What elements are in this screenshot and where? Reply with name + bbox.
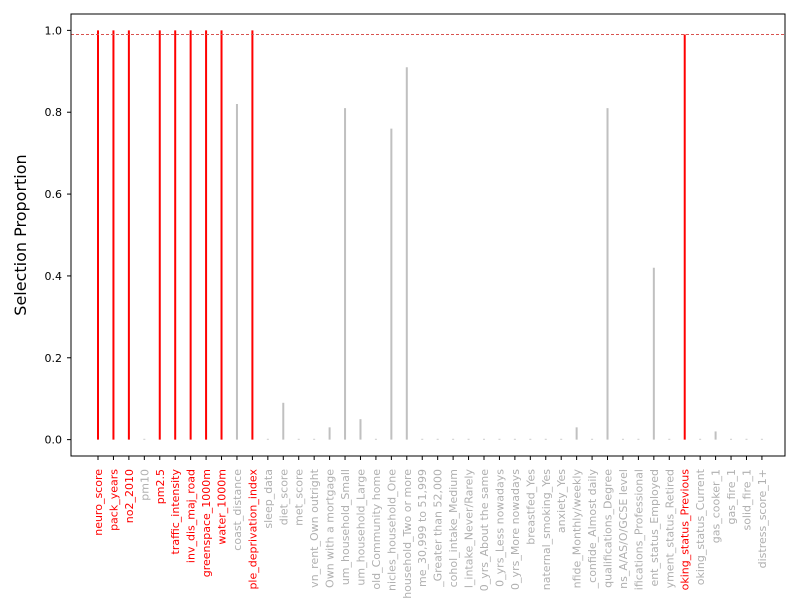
x-tick-label-11: sleep_data (262, 469, 275, 529)
x-tick-label-32: _confide_Almost daily (586, 469, 599, 590)
x-tick-label-18: old_Community home (370, 469, 383, 590)
x-tick-label-42: solid_fire_1 (740, 469, 753, 531)
y-tick-label-5: 1.0 (45, 24, 63, 37)
x-tick-label-29: naternal_smoking_Yes (540, 469, 553, 590)
x-tick-label-22: _Greater than 52,000 (432, 469, 445, 588)
x-tick-label-28: breastfed_Yes (524, 469, 537, 545)
y-tick-label-3: 0.6 (45, 188, 63, 201)
x-tick-label-40: gas_cooker_1 (710, 469, 723, 543)
y-tick-label-0: 0.0 (45, 434, 63, 447)
x-tick-label-20: household_Two or more (401, 469, 414, 599)
x-tick-label-36: ent_status_Employed (648, 469, 661, 587)
x-tick-label-13: met_score (293, 469, 306, 526)
x-tick-label-5: traffic_intensity (169, 469, 182, 555)
plot-frame (70, 13, 786, 457)
x-tick-label-8: water_1000m (216, 469, 229, 545)
x-tick-label-2: no2_2010 (123, 469, 136, 523)
x-tick-label-37: yment_status_Retired (663, 469, 676, 588)
y-axis-title: Selection Proportion (11, 154, 30, 315)
x-tick-label-16: um_household_Small (339, 469, 352, 585)
x-tick-label-14: vn_rent_Own outright (308, 468, 321, 587)
x-tick-label-31: nfide_Monthly/weekly (571, 469, 584, 589)
x-tick-label-4: pm2.5 (154, 469, 167, 504)
x-tick-label-38: oking_status_Previous (679, 469, 692, 591)
y-tick-label-1: 0.2 (45, 352, 63, 365)
x-tick-label-30: anxiety_Yes (555, 469, 568, 533)
x-tick-label-19: nicles_household_One (385, 469, 398, 591)
x-tick-label-23: cohol_intake_Medium (447, 469, 460, 587)
x-tick-label-33: qualifications_Degree (602, 469, 615, 588)
x-tick-label-43: distress_score_1+ (756, 469, 769, 568)
x-tick-label-17: um_household_Large (354, 469, 367, 586)
x-tick-label-10: ple_deprivation_index (246, 469, 259, 590)
x-tick-label-3: pm10 (138, 469, 151, 501)
x-tick-label-6: inv_dis_maj_road (185, 469, 198, 563)
x-tick-label-26: 0_yrs_Less nowadays (493, 469, 506, 587)
y-tick-label-2: 0.4 (45, 270, 63, 283)
x-tick-label-34: ns_A/AS/O/GCSE level (617, 469, 630, 589)
x-tick-label-35: ifications_Professional (632, 469, 645, 590)
x-tick-label-0: neuro_score (92, 469, 105, 536)
x-tick-label-7: greenspace_1000m (200, 469, 213, 577)
x-tick-label-9: coast_distance (231, 469, 244, 551)
x-tick-label-1: pack_years (107, 469, 120, 531)
x-tick-label-39: oking_status_Current (694, 468, 707, 585)
x-tick-label-24: l_intake_Never/Rarely (463, 469, 476, 589)
x-tick-label-15: Own with a mortgage (324, 469, 337, 588)
y-tick-label-4: 0.8 (45, 106, 63, 119)
x-tick-label-21: me_30,999 to 51,999 (416, 469, 429, 587)
x-tick-label-12: diet_score (277, 469, 290, 525)
x-tick-label-25: 0_yrs_About the same (478, 469, 491, 592)
x-tick-label-27: 0_yrs_More nowadays (509, 469, 522, 590)
x-tick-label-41: gas_fire_1 (725, 469, 738, 524)
